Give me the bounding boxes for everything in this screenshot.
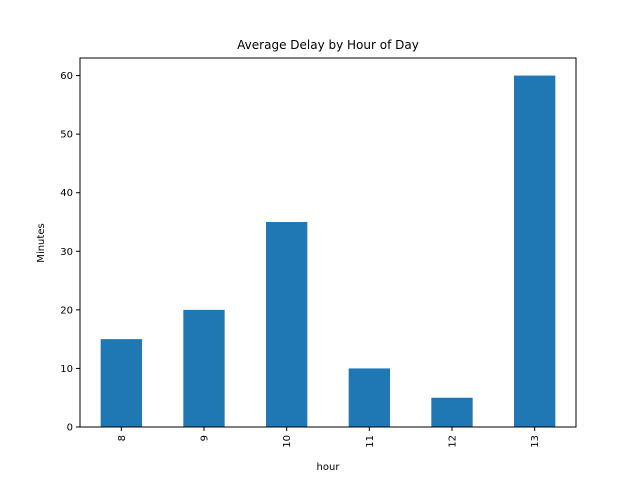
y-tick-label: 30 xyxy=(60,247,73,258)
x-tick-label: 13 xyxy=(530,435,541,448)
x-tick-label: 10 xyxy=(282,435,293,448)
bar-hour-11 xyxy=(348,368,390,427)
y-tick-label: 40 xyxy=(60,188,73,199)
chart-title: Average Delay by Hour of Day xyxy=(237,38,419,52)
y-tick-label: 20 xyxy=(60,305,73,316)
y-tick-label: 0 xyxy=(67,423,73,434)
x-tick-label: 8 xyxy=(117,435,128,441)
y-tick-label: 60 xyxy=(60,71,73,82)
bar-hour-10 xyxy=(266,222,308,427)
x-tick-label: 12 xyxy=(448,435,459,448)
y-axis-label: Minutes xyxy=(36,223,47,262)
bar-hour-8 xyxy=(100,339,142,427)
y-axis-ticks: 0 10 20 30 40 50 60 xyxy=(60,71,80,434)
bar-hour-12 xyxy=(431,397,473,427)
y-tick-label: 10 xyxy=(60,364,73,375)
y-tick-label: 50 xyxy=(60,130,73,141)
x-axis-ticks: 8 9 10 11 12 13 xyxy=(117,427,541,448)
bar-hour-13 xyxy=(514,75,556,427)
x-tick-label: 11 xyxy=(365,435,376,448)
plot-frame xyxy=(79,57,577,428)
x-tick-label: 9 xyxy=(200,435,211,441)
bar-hour-9 xyxy=(183,309,225,427)
bars-group xyxy=(100,75,556,427)
x-axis-label: hour xyxy=(317,462,341,473)
